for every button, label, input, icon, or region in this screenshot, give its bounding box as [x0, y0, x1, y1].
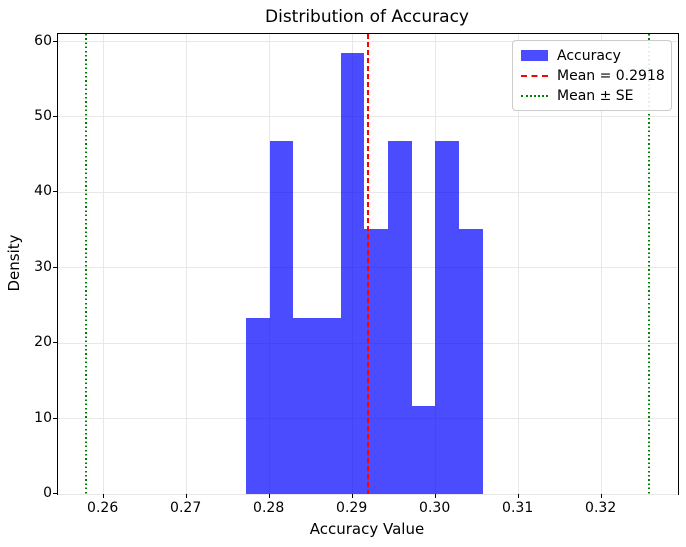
- y-tick-label: 50: [34, 107, 52, 124]
- legend-item-mean: Mean = 0.2918: [521, 67, 665, 84]
- y-gridline: [58, 493, 678, 495]
- x-tick-mark: [600, 494, 602, 498]
- legend-item-accuracy: Accuracy: [521, 47, 663, 64]
- x-tick-mark: [517, 494, 519, 498]
- legend-item-mean-se: Mean ± SE: [521, 87, 663, 104]
- histogram-bar: [458, 229, 483, 494]
- histogram-bar: [411, 405, 436, 494]
- y-tick-mark: [53, 191, 57, 193]
- histogram-bar: [293, 317, 317, 494]
- histogram-bar: [316, 317, 341, 494]
- histogram-bar: [245, 317, 270, 494]
- se-dotted-line-icon: [521, 94, 548, 97]
- x-tick-mark: [268, 494, 270, 498]
- y-tick-mark: [53, 493, 57, 494]
- y-tick-label: 0: [43, 485, 52, 501]
- x-tick-label: 0.30: [419, 500, 451, 516]
- chart-title: Distribution of Accuracy: [265, 7, 469, 27]
- x-gridline: [186, 34, 188, 494]
- y-tick-label: 40: [34, 183, 52, 200]
- accuracy-swatch-icon: [521, 50, 548, 61]
- y-tick-mark: [53, 266, 57, 268]
- histogram-bar: [435, 141, 459, 494]
- y-tick-label: 20: [34, 334, 52, 351]
- x-tick-label: 0.26: [87, 500, 119, 516]
- y-tick-label: 30: [34, 258, 52, 275]
- x-tick-label: 0.27: [170, 500, 202, 516]
- x-tick-label: 0.29: [336, 500, 368, 516]
- se-line: [85, 34, 87, 494]
- y-tick-mark: [53, 342, 57, 344]
- x-tick-label: 0.28: [253, 500, 285, 516]
- y-tick-label: 10: [34, 409, 52, 426]
- legend-label: Mean = 0.2918: [557, 67, 665, 84]
- x-gridline: [601, 34, 603, 494]
- legend-label: Accuracy: [557, 47, 621, 64]
- histogram-bar: [387, 141, 412, 494]
- se-line: [648, 34, 650, 494]
- x-tick-mark: [102, 494, 104, 498]
- y-tick-mark: [53, 115, 57, 117]
- histogram-bar: [269, 141, 294, 494]
- histogram-bar: [340, 53, 365, 494]
- x-gridline: [103, 34, 105, 494]
- y-tick-mark: [53, 417, 57, 419]
- y-tick-mark: [53, 40, 57, 42]
- x-tick-label: 0.32: [585, 500, 617, 516]
- mean-dashed-line-icon: [521, 74, 548, 77]
- x-axis-label: Accuracy Value: [309, 520, 425, 538]
- x-gridline: [518, 34, 520, 494]
- x-tick-mark: [351, 494, 353, 498]
- y-axis-label: Density: [5, 234, 23, 292]
- y-tick-label: 60: [34, 32, 52, 49]
- x-tick-mark: [434, 494, 436, 498]
- legend: Accuracy Mean = 0.2918 Mean ± SE: [512, 40, 672, 111]
- x-tick-mark: [185, 494, 187, 498]
- legend-label: Mean ± SE: [557, 87, 634, 104]
- x-tick-label: 0.31: [502, 500, 534, 516]
- mean-line: [366, 34, 369, 494]
- histogram-bar: [364, 229, 388, 494]
